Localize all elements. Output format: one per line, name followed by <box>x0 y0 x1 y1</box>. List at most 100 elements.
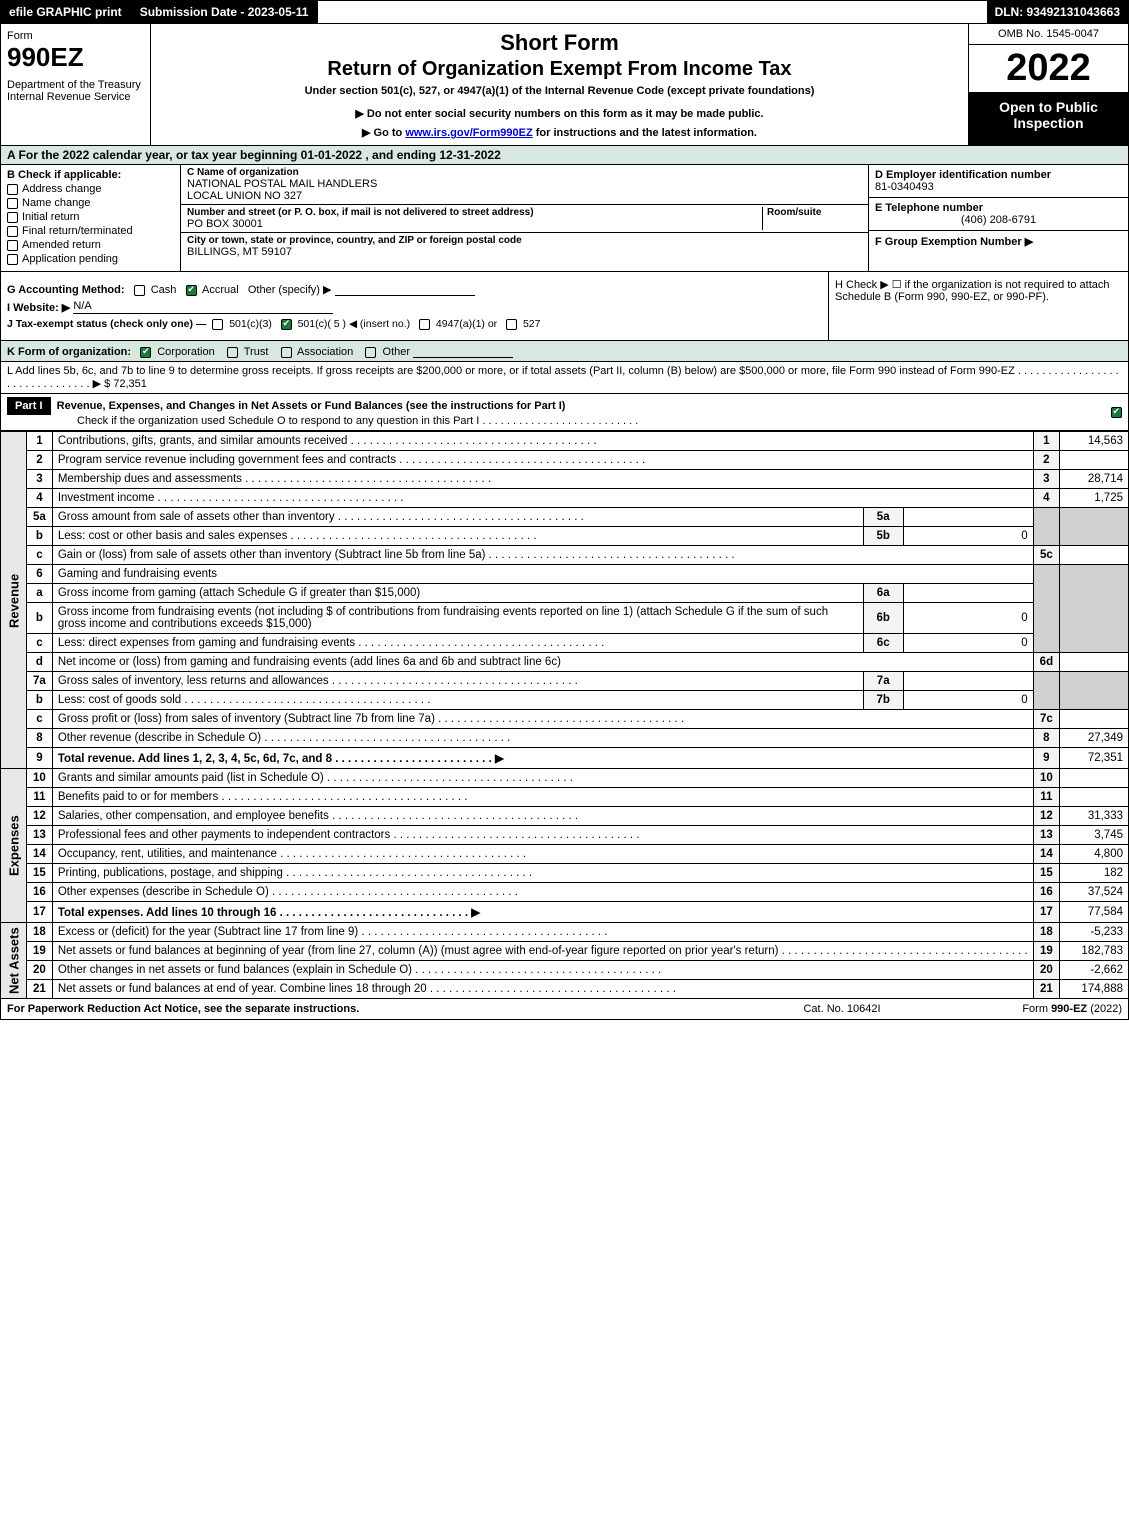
line-value: 1,725 <box>1060 489 1129 508</box>
line-ref: 18 <box>1033 923 1059 942</box>
line-value: 31,333 <box>1060 807 1129 826</box>
checkbox-checked-icon[interactable] <box>281 319 292 330</box>
line-9: 9 Total revenue. Add lines 1, 2, 3, 4, 5… <box>1 748 1129 769</box>
line-num: c <box>27 634 53 653</box>
checkbox-icon[interactable] <box>7 240 18 251</box>
efile-label[interactable]: efile GRAPHIC print <box>1 1 132 23</box>
line-12: 12 Salaries, other compensation, and emp… <box>1 807 1129 826</box>
open-public-badge: Open to Public Inspection <box>969 93 1128 145</box>
chk-name-change[interactable]: Name change <box>7 197 174 209</box>
line-num: 12 <box>27 807 53 826</box>
section-b: B Check if applicable: Address change Na… <box>1 165 181 271</box>
footer-pre: Form <box>1022 1003 1051 1015</box>
part1-check-text: Check if the organization used Schedule … <box>77 415 638 427</box>
checkbox-icon[interactable] <box>419 319 430 330</box>
header-right: OMB No. 1545-0047 2022 Open to Public In… <box>968 24 1128 145</box>
checkbox-icon[interactable] <box>506 319 517 330</box>
checkbox-icon[interactable] <box>7 184 18 195</box>
line-value <box>1060 653 1129 672</box>
line-desc: Printing, publications, postage, and shi… <box>52 864 1033 883</box>
sub-value <box>903 508 1033 527</box>
e-label: E Telephone number <box>875 202 1122 214</box>
checkbox-checked-icon[interactable] <box>140 347 151 358</box>
line-6a: a Gross income from gaming (attach Sched… <box>1 584 1129 603</box>
part1-title: Revenue, Expenses, and Changes in Net As… <box>57 400 566 412</box>
irs-link[interactable]: www.irs.gov/Form990EZ <box>405 127 532 139</box>
subtitle-ssn-warning: ▶ Do not enter social security numbers o… <box>159 107 960 120</box>
j-501c3: 501(c)(3) <box>229 318 272 330</box>
line-ref: 14 <box>1033 845 1059 864</box>
line-num: b <box>27 603 53 634</box>
form-number: 990EZ <box>7 42 144 73</box>
lines-table: Revenue 1 Contributions, gifts, grants, … <box>0 431 1129 999</box>
checkbox-icon[interactable] <box>7 198 18 209</box>
line-num: 9 <box>27 748 53 769</box>
checkbox-icon[interactable] <box>281 347 292 358</box>
title-short-form: Short Form <box>159 30 960 56</box>
line-value: 174,888 <box>1060 980 1129 999</box>
checkbox-icon[interactable] <box>227 347 238 358</box>
line-desc: Program service revenue including govern… <box>52 451 1033 470</box>
chk-initial-return[interactable]: Initial return <box>7 211 174 223</box>
line-desc: Other revenue (describe in Schedule O) <box>52 729 1033 748</box>
checkbox-checked-icon <box>1111 407 1122 418</box>
chk-final-return[interactable]: Final return/terminated <box>7 225 174 237</box>
org-name-1: NATIONAL POSTAL MAIL HANDLERS <box>187 178 862 190</box>
checkbox-checked-icon[interactable] <box>186 285 197 296</box>
title-return: Return of Organization Exempt From Incom… <box>159 58 960 81</box>
i-value: N/A <box>73 300 333 314</box>
checkbox-icon[interactable] <box>7 226 18 237</box>
g-other-blank[interactable] <box>335 282 475 296</box>
part1-checkbox[interactable] <box>1104 405 1128 419</box>
sub-value <box>903 672 1033 691</box>
line-desc: Excess or (deficit) for the year (Subtra… <box>52 923 1033 942</box>
line-ref: 12 <box>1033 807 1059 826</box>
goto-pre: ▶ Go to <box>362 127 405 139</box>
line-ref: 1 <box>1033 432 1059 451</box>
part1-badge: Part I <box>7 397 51 415</box>
line-desc: Gross amount from sale of assets other t… <box>52 508 863 527</box>
l-gross-receipts: L Add lines 5b, 6c, and 7b to line 9 to … <box>0 362 1129 394</box>
ghij-left: G Accounting Method: Cash Accrual Other … <box>1 272 828 340</box>
line-ref: 21 <box>1033 980 1059 999</box>
line-num: 8 <box>27 729 53 748</box>
submission-date: Submission Date - 2023-05-11 <box>132 1 319 23</box>
line-value: 28,714 <box>1060 470 1129 489</box>
line-value: 77,584 <box>1060 902 1129 923</box>
line-desc: Less: direct expenses from gaming and fu… <box>52 634 863 653</box>
g-other: Other (specify) ▶ <box>248 284 332 296</box>
checkbox-icon[interactable] <box>7 254 18 265</box>
h-schedule-b: H Check ▶ ☐ if the organization is not r… <box>828 272 1128 340</box>
chk-amended-return[interactable]: Amended return <box>7 239 174 251</box>
bcdef-block: B Check if applicable: Address change Na… <box>0 165 1129 272</box>
line-value: 37,524 <box>1060 883 1129 902</box>
line-desc: Grants and similar amounts paid (list in… <box>52 769 1033 788</box>
sub-value: 0 <box>903 691 1033 710</box>
line-10: Expenses 10 Grants and similar amounts p… <box>1 769 1129 788</box>
line-7c: c Gross profit or (loss) from sales of i… <box>1 710 1129 729</box>
shade-cell <box>1033 565 1059 653</box>
chk-address-change[interactable]: Address change <box>7 183 174 195</box>
sub-value: 0 <box>903 634 1033 653</box>
city-row: City or town, state or province, country… <box>181 233 868 260</box>
j-4947: 4947(a)(1) or <box>436 318 497 330</box>
line-5b: b Less: cost or other basis and sales ex… <box>1 527 1129 546</box>
chk-application-pending[interactable]: Application pending <box>7 253 174 265</box>
line-desc: Other expenses (describe in Schedule O) <box>52 883 1033 902</box>
f-group-exemption: F Group Exemption Number ▶ <box>869 231 1128 271</box>
line-1: Revenue 1 Contributions, gifts, grants, … <box>1 432 1129 451</box>
line-num: 19 <box>27 942 53 961</box>
chk-label: Application pending <box>22 253 118 265</box>
f-label: F Group Exemption Number ▶ <box>875 235 1122 248</box>
line-desc: Gross income from gaming (attach Schedul… <box>52 584 863 603</box>
checkbox-icon[interactable] <box>134 285 145 296</box>
checkbox-icon[interactable] <box>212 319 223 330</box>
checkbox-icon[interactable] <box>365 347 376 358</box>
k-assoc: Association <box>297 346 353 358</box>
chk-label: Address change <box>22 183 102 195</box>
k-other-blank[interactable] <box>413 344 513 358</box>
line-2: 2 Program service revenue including gove… <box>1 451 1129 470</box>
line-ref: 2 <box>1033 451 1059 470</box>
line-ref: 4 <box>1033 489 1059 508</box>
checkbox-icon[interactable] <box>7 212 18 223</box>
